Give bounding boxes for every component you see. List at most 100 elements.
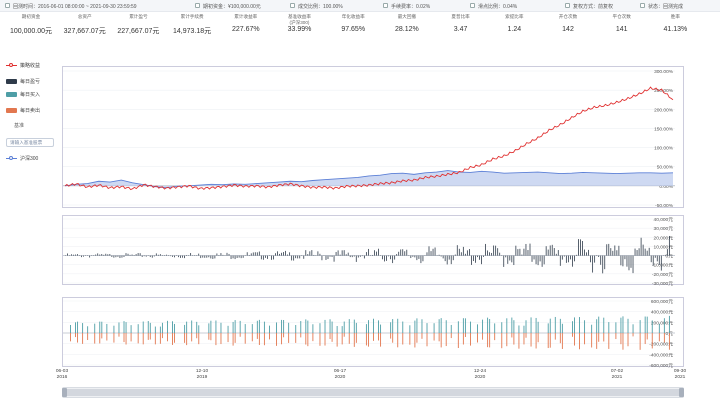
- param-checkbox[interactable]: [565, 3, 570, 8]
- sell-bar: [210, 333, 212, 341]
- pnl-bar: [471, 255, 472, 265]
- sell-bar: [397, 333, 399, 348]
- sell-bar: [639, 333, 641, 350]
- buy-bar: [392, 319, 394, 333]
- param-checkbox[interactable]: [640, 3, 645, 8]
- pnl-bar: [638, 248, 640, 256]
- pnl-bar: [543, 255, 545, 265]
- pnl-bar: [509, 255, 511, 261]
- buy-bar: [397, 318, 399, 333]
- pnl-bar: [539, 255, 541, 262]
- pnl-bar: [642, 244, 644, 256]
- returns-tick-label: 200.00%: [654, 107, 674, 113]
- param-checkbox[interactable]: [195, 3, 200, 8]
- legend-daily-sell[interactable]: 每日卖出: [6, 107, 40, 114]
- pnl-bar: [402, 249, 404, 256]
- param-checkbox[interactable]: [290, 3, 295, 8]
- sell-bar: [513, 333, 515, 345]
- sell-bar: [154, 333, 156, 345]
- pnl-bar: [570, 255, 571, 260]
- buy-bar: [584, 320, 586, 333]
- date-zoom-range[interactable]: [65, 389, 681, 396]
- stat-value: 327,667.07元: [63, 28, 106, 35]
- date-zoom-slider[interactable]: [62, 387, 684, 398]
- pnl-bar: [491, 252, 493, 256]
- pnl-bar: [210, 255, 212, 259]
- buy-bar: [632, 324, 634, 333]
- sell-bar: [584, 333, 586, 345]
- buy-bar: [75, 322, 76, 333]
- pnl-bar: [103, 254, 105, 256]
- pnl-bar: [311, 250, 313, 256]
- legend-strategy[interactable]: 策略收益: [6, 62, 40, 69]
- pnl-bar: [372, 254, 373, 256]
- pnl-bar: [172, 255, 173, 257]
- x-tick-date: 09-30: [673, 369, 687, 374]
- pnl-bar: [464, 253, 466, 256]
- stat-label: 平仓次数: [612, 14, 631, 19]
- pnl-bar: [141, 255, 143, 257]
- backtest-params-bar: 回测时间：2016-06-01 08:00:00 ~ 2021-09-30 23…: [0, 0, 720, 12]
- stat-item: 累计收益率 227.67%: [221, 14, 271, 33]
- x-tick-date: 07-02: [610, 369, 624, 374]
- pnl-bar: [119, 255, 121, 259]
- param-checkbox[interactable]: [470, 3, 475, 8]
- buy-bar: [251, 324, 253, 333]
- pnl-bar: [157, 254, 159, 256]
- legend-benchmark[interactable]: 沪深300: [6, 155, 38, 162]
- pnl-bar: [660, 255, 662, 271]
- sell-bar: [239, 333, 241, 337]
- buy-bar: [438, 319, 440, 333]
- sell-bar: [113, 333, 115, 343]
- pnl-bar: [208, 255, 210, 258]
- pnl-tick-label: 0元: [666, 254, 674, 260]
- legend-daily-buy[interactable]: 每日买入: [6, 91, 40, 98]
- daily-pnl-panel: 40,000元 30,000元 20,000元 10,000元 0元 -10,000元 -2…: [62, 215, 684, 287]
- pnl-bar: [634, 248, 636, 256]
- pnl-bar: [668, 235, 670, 256]
- pnl-bar: [283, 252, 284, 256]
- param-text: 滑点比例：0.04%: [478, 4, 518, 10]
- stat-item: 累计盈亏 227,667.07元: [113, 14, 163, 36]
- pnl-bar: [186, 255, 187, 256]
- param-checkbox[interactable]: [383, 3, 388, 8]
- zoom-handle-right[interactable]: [679, 388, 684, 397]
- param-text: 回测时间：2016-06-01 08:00:00 ~ 2021-09-30 23…: [13, 4, 137, 10]
- pnl-bar: [432, 248, 434, 256]
- pnl-bar: [335, 251, 337, 256]
- pnl-bar: [129, 254, 131, 256]
- pnl-bar: [541, 255, 543, 267]
- pnl-bar: [458, 248, 460, 256]
- buy-bar: [341, 326, 343, 333]
- stat-value: 28.12%: [395, 26, 419, 33]
- pnl-bar: [414, 255, 416, 258]
- zoom-handle-left[interactable]: [62, 388, 67, 397]
- sell-bar: [380, 333, 382, 347]
- pnl-bar: [139, 253, 141, 256]
- legend-daily-pnl[interactable]: 每日盈亏: [6, 78, 40, 85]
- benchmark-input[interactable]: 请输入基准股票: [6, 138, 54, 147]
- buy-bar: [87, 326, 89, 333]
- buy-bar: [549, 318, 551, 333]
- param-checkbox[interactable]: [5, 3, 10, 8]
- pnl-bar: [131, 254, 133, 256]
- pnl-bar: [170, 255, 171, 257]
- returns-tick-label: 250.00%: [654, 88, 674, 94]
- sell-bar: [258, 333, 260, 345]
- sell-bar: [523, 333, 525, 345]
- sell-bar: [559, 333, 561, 344]
- x-tick-year: 2020: [334, 375, 346, 380]
- pnl-bar: [313, 254, 315, 256]
- returns-tick-label: 150.00%: [654, 126, 674, 132]
- pnl-bar: [137, 253, 139, 256]
- pnl-bar: [166, 254, 167, 256]
- sell-bar: [184, 333, 186, 343]
- pnl-bar: [317, 251, 319, 256]
- pnl-bar: [584, 249, 585, 256]
- pnl-bar: [521, 254, 523, 256]
- pnl-bar: [557, 250, 559, 256]
- sell-bar: [353, 333, 355, 347]
- pnl-bar: [398, 251, 400, 256]
- buy-bar: [348, 319, 350, 333]
- pnl-bar: [499, 252, 501, 256]
